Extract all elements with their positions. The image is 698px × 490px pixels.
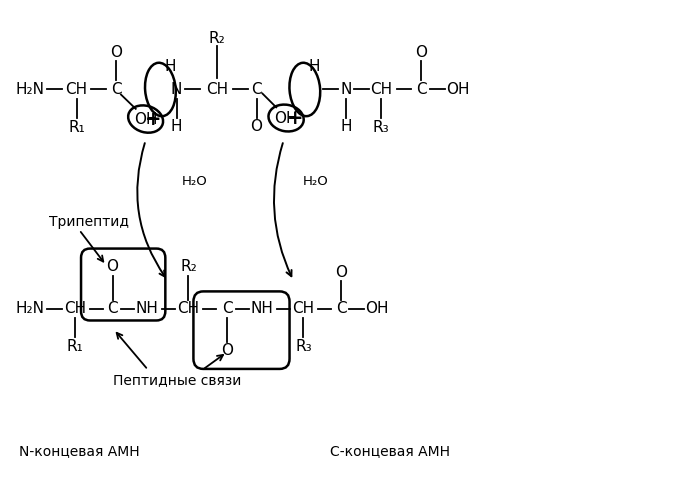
Text: H₂O: H₂O — [182, 175, 208, 188]
Text: O: O — [110, 45, 122, 60]
Text: OH: OH — [134, 112, 157, 126]
Text: H₂N: H₂N — [15, 301, 44, 316]
Text: H₂O: H₂O — [303, 175, 329, 188]
Text: H: H — [171, 119, 182, 134]
Text: Трипептид: Трипептид — [50, 215, 130, 229]
Text: H₂N: H₂N — [15, 82, 44, 97]
Text: С-концевая АМН: С-концевая АМН — [329, 444, 450, 459]
Text: CH: CH — [206, 82, 228, 97]
Text: O: O — [221, 343, 233, 358]
Text: R₁: R₁ — [67, 340, 84, 354]
Text: NH: NH — [250, 301, 273, 316]
Text: CH: CH — [66, 82, 88, 97]
Text: CH: CH — [370, 82, 392, 97]
Text: CH: CH — [177, 301, 200, 316]
Text: C: C — [107, 301, 118, 316]
Text: R₂: R₂ — [180, 259, 197, 274]
Text: O: O — [415, 45, 427, 60]
Text: OH: OH — [274, 111, 298, 125]
Text: R₂: R₂ — [209, 31, 225, 46]
Text: R₁: R₁ — [68, 120, 85, 135]
Text: OH: OH — [366, 301, 389, 316]
Text: R₃: R₃ — [295, 340, 312, 354]
Text: N: N — [341, 82, 352, 97]
Text: +: + — [144, 110, 161, 128]
Text: H: H — [309, 59, 320, 74]
Text: H: H — [341, 119, 352, 134]
Text: CH: CH — [292, 301, 314, 316]
Text: C: C — [111, 82, 121, 97]
Text: +: + — [287, 108, 303, 127]
Text: O: O — [107, 259, 119, 274]
Text: CH: CH — [64, 301, 86, 316]
Text: NH: NH — [135, 301, 158, 316]
Text: N: N — [171, 82, 182, 97]
Text: Пептидные связи: Пептидные связи — [114, 373, 242, 387]
Text: O: O — [251, 119, 262, 134]
Text: R₃: R₃ — [373, 120, 389, 135]
Text: C: C — [251, 82, 262, 97]
Text: N-концевая АМН: N-концевая АМН — [19, 444, 140, 459]
Text: OH: OH — [446, 82, 469, 97]
Text: C: C — [416, 82, 426, 97]
Text: C: C — [336, 301, 347, 316]
Text: H: H — [165, 59, 176, 74]
Text: C: C — [222, 301, 232, 316]
Text: O: O — [335, 265, 348, 279]
